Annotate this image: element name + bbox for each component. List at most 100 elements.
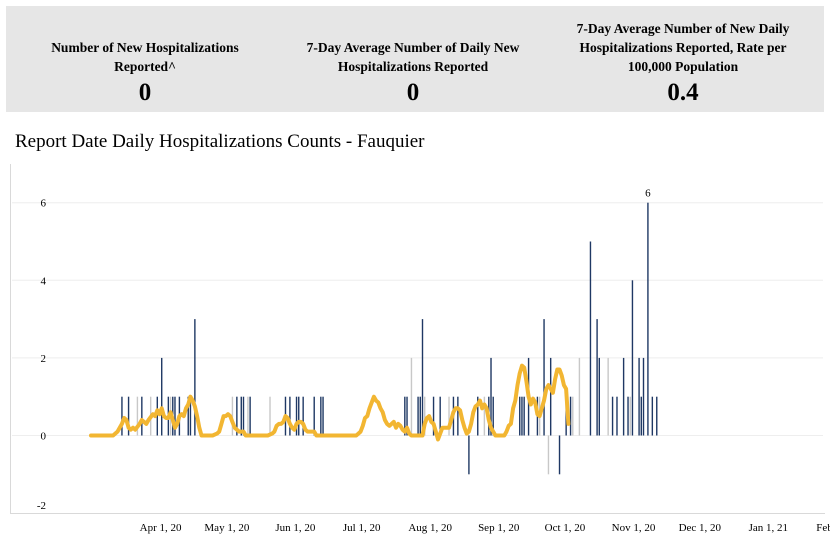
bar: [616, 396, 618, 436]
bar: [295, 396, 298, 436]
bar: [572, 396, 574, 436]
bar: [477, 396, 479, 436]
y-tick-label: 4: [41, 275, 47, 287]
bar: [629, 396, 631, 436]
bar: [141, 396, 143, 436]
bar: [187, 396, 189, 436]
bar: [322, 396, 324, 436]
bar: [313, 396, 315, 436]
bar: [607, 357, 609, 436]
bar: [596, 319, 598, 436]
bar: [249, 396, 251, 436]
y-tick-label: 2: [41, 353, 47, 365]
bar: [242, 396, 245, 436]
bar: [651, 396, 654, 436]
kpi-label-line: Hospitalizations Reported, Rate per: [579, 40, 787, 55]
bar: [569, 396, 572, 436]
kpi-value: 0: [138, 79, 152, 106]
bar: [543, 319, 545, 436]
kpi-label-line: Hospitalizations Reported: [337, 59, 489, 74]
kpi-value: 0: [406, 79, 420, 106]
bar: [194, 319, 196, 436]
kpi-label-line: 7-Day Average Number of New Daily: [576, 21, 790, 36]
y-tick-label: -2: [37, 500, 46, 512]
data-label: 6: [645, 188, 651, 200]
x-tick-label: May 1, 20: [204, 522, 249, 534]
bar: [127, 396, 130, 436]
x-tick-label: Feb 1, 21: [816, 522, 830, 534]
bar: [302, 396, 304, 436]
kpi-label-line: 7-Day Average Number of Daily New: [306, 40, 520, 55]
bar-series-light: [136, 357, 631, 475]
bar: [631, 280, 634, 436]
bar: [269, 396, 271, 436]
average-line: [89, 363, 571, 442]
bar: [642, 357, 645, 436]
x-tick-label: Oct 1, 20: [545, 522, 586, 534]
kpi-label-line: Number of New Hospitalizations: [51, 40, 239, 55]
bar: [457, 396, 459, 436]
bar: [611, 396, 614, 436]
bar: [492, 396, 494, 436]
bar: [320, 396, 322, 436]
kpi-value: 0.4: [667, 79, 699, 106]
kpi-label: 7-Day Average Number of Daily New Hospit…: [284, 38, 542, 76]
bar: [289, 396, 291, 436]
bar: [547, 435, 550, 475]
bar: [161, 357, 163, 436]
bar: [432, 396, 435, 436]
kpi-label: Number of New Hospitalizations Reported^: [6, 38, 284, 76]
x-tick-label: Jan 1, 21: [749, 522, 788, 534]
kpi-7day-average: 7-Day Average Number of Daily New Hospit…: [284, 6, 542, 112]
kpi-7day-rate: 7-Day Average Number of New Daily Hospit…: [542, 6, 824, 112]
y-tick-label: 6: [41, 198, 47, 210]
bar: [231, 396, 234, 436]
bar: [622, 357, 625, 436]
bar: [189, 396, 192, 436]
bar: [236, 396, 238, 436]
bar: [298, 396, 300, 436]
bar: [640, 396, 642, 436]
bar: [627, 396, 629, 436]
chart-frame: [10, 164, 825, 514]
bar: [549, 357, 552, 436]
bar: [404, 396, 406, 436]
kpi-label-line: 100,000 Population: [627, 59, 739, 74]
kpi-label-line: Reported^: [114, 59, 176, 74]
bar: [468, 435, 470, 475]
bar: [521, 396, 523, 436]
bar: [558, 435, 561, 475]
bar: [638, 357, 640, 436]
kpi-new-hospitalizations: Number of New Hospitalizations Reported^…: [6, 6, 284, 112]
bar: [247, 396, 249, 436]
x-tick-label: Jul 1, 20: [343, 522, 381, 534]
x-tick-label: Apr 1, 20: [140, 522, 182, 534]
x-tick-label: Nov 1, 20: [612, 522, 656, 534]
bar: [174, 396, 176, 436]
bar: [519, 396, 521, 436]
bar: [406, 396, 408, 436]
y-tick-label: 0: [41, 431, 47, 443]
bar: [417, 396, 419, 436]
bar: [121, 396, 123, 436]
bar: [421, 319, 424, 436]
bar: [589, 241, 592, 436]
bar: [419, 396, 421, 436]
bar: [656, 396, 658, 436]
bar: [439, 396, 441, 436]
bar: [156, 396, 158, 436]
bar: [136, 396, 139, 436]
x-tick-label: Sep 1, 20: [478, 522, 520, 534]
bar: [598, 357, 600, 436]
kpi-panel: Number of New Hospitalizations Reported^…: [6, 6, 824, 112]
bar: [523, 396, 525, 436]
x-tick-label: Dec 1, 20: [679, 522, 722, 534]
bar: [490, 357, 492, 436]
bar: [578, 357, 581, 436]
bar: [424, 396, 426, 436]
bar: [483, 396, 486, 436]
bar: [410, 357, 413, 436]
x-tick-label: Jun 1, 20: [275, 522, 316, 534]
bar: [647, 202, 649, 436]
